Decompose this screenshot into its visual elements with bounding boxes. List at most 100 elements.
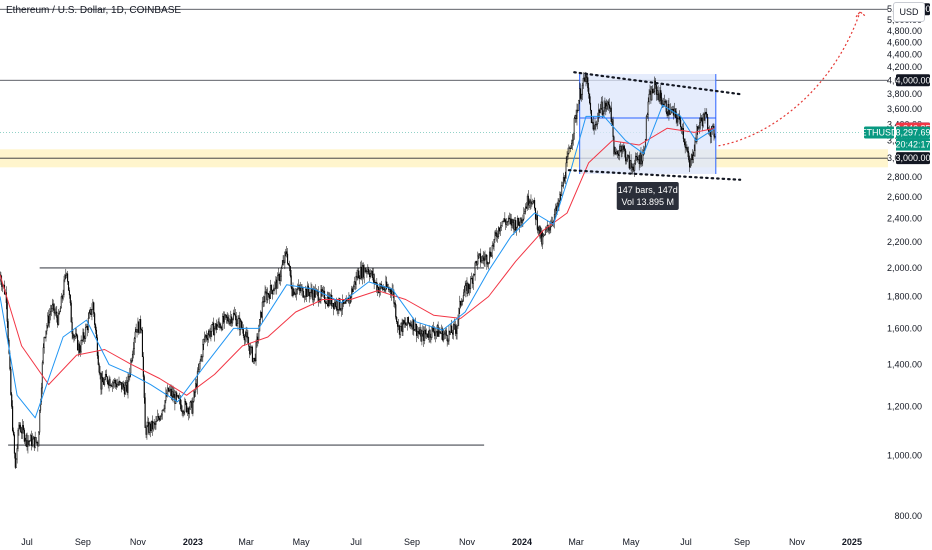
candle-body (357, 270, 359, 279)
candle-body (706, 113, 708, 118)
candle-body (219, 324, 221, 329)
candle-body (263, 301, 265, 303)
upper-wedge-line[interactable] (573, 71, 742, 96)
x-tick-label: Jul (680, 537, 692, 547)
candle-body (578, 100, 580, 111)
x-tick-label: Jul (350, 537, 362, 547)
candle-body (345, 300, 347, 304)
candle-body (15, 458, 17, 468)
candle-body (452, 332, 454, 335)
tag-last-price: 3,297.69 (895, 128, 930, 138)
candle-body (674, 108, 676, 112)
candle-body (338, 298, 340, 311)
candle-body (118, 381, 120, 385)
candle-body (419, 329, 421, 335)
candle-body (686, 147, 688, 152)
currency-button[interactable]: USD (893, 2, 925, 22)
candle-body (639, 153, 641, 165)
candle-body (313, 289, 315, 301)
candle-body (265, 291, 267, 294)
candle-body (208, 330, 210, 336)
candle-body (77, 343, 79, 351)
candle-body (394, 303, 396, 305)
candle-body (376, 282, 378, 291)
candle-body (55, 311, 57, 314)
candle-body (504, 218, 506, 222)
candle-body (252, 357, 254, 362)
candle-body (608, 104, 610, 109)
candle-body (493, 239, 495, 247)
candle-body (158, 416, 160, 419)
candle-body (27, 440, 29, 447)
candle-body (688, 152, 690, 161)
candle-body (61, 296, 63, 299)
candle-body (294, 293, 296, 295)
candle-body (38, 431, 40, 447)
x-tick-label: Jul (21, 537, 33, 547)
symbol-title[interactable]: Ethereum / U.S. Dollar, 1D, COINBASE (6, 5, 182, 16)
candle-body (507, 221, 509, 223)
projection-curve[interactable] (718, 11, 861, 147)
countdown-label: 20:42:17 (895, 140, 930, 150)
candle-body (652, 88, 654, 93)
candle-body (630, 160, 632, 168)
candle-body (125, 381, 127, 386)
measure-label-box (616, 181, 679, 210)
candle-body (80, 339, 82, 352)
candle-body (359, 278, 361, 280)
y-tick-label: 4,800.00 (887, 26, 922, 36)
candle-body (107, 381, 109, 386)
candle-body (428, 330, 430, 338)
candle-body (62, 294, 64, 299)
candle-body (340, 309, 342, 311)
candle-body (375, 282, 377, 284)
candle-body (250, 346, 253, 348)
candle-body (106, 376, 108, 383)
candle-body (193, 391, 195, 402)
candle-body (517, 217, 519, 226)
candle-body (360, 266, 363, 279)
candle-body (308, 291, 310, 297)
candle-body (474, 262, 476, 275)
candle-body (266, 292, 268, 301)
candle-body (637, 159, 639, 161)
candle-body (217, 321, 219, 327)
candle-body (360, 266, 362, 280)
candle-body (322, 290, 324, 294)
candle-body (468, 283, 470, 289)
candle-body (351, 288, 353, 298)
candle-body (598, 109, 600, 117)
candle-body (135, 329, 137, 333)
candle-body (150, 423, 152, 432)
candle-body (435, 331, 437, 334)
candle-body (452, 324, 455, 335)
candle-body (489, 251, 491, 257)
y-tick-label: 1,000.00 (887, 451, 922, 461)
candle-body (287, 263, 290, 265)
candle-body (212, 322, 214, 325)
candle-body (306, 285, 308, 297)
candle-body (291, 287, 293, 296)
candle-body (17, 429, 19, 449)
candle-body (658, 94, 660, 102)
candle-body (285, 251, 287, 253)
candle-body (596, 123, 598, 125)
candle-body (20, 427, 22, 433)
candle-body (491, 245, 493, 257)
candle-body (710, 128, 712, 137)
candle-body (153, 422, 155, 424)
candle-body (449, 330, 451, 333)
candle-body (533, 200, 535, 202)
candle-body (39, 409, 41, 433)
candle-body (164, 400, 166, 409)
lower-wedge-line[interactable] (567, 169, 742, 181)
x-tick-label: Sep (75, 537, 91, 547)
candle-body (405, 322, 407, 326)
candle-body (83, 332, 85, 339)
candle-body (699, 117, 702, 124)
candle-body (264, 291, 266, 302)
candle-body (356, 275, 358, 279)
candle-body (484, 256, 486, 261)
candle-body (676, 117, 678, 123)
